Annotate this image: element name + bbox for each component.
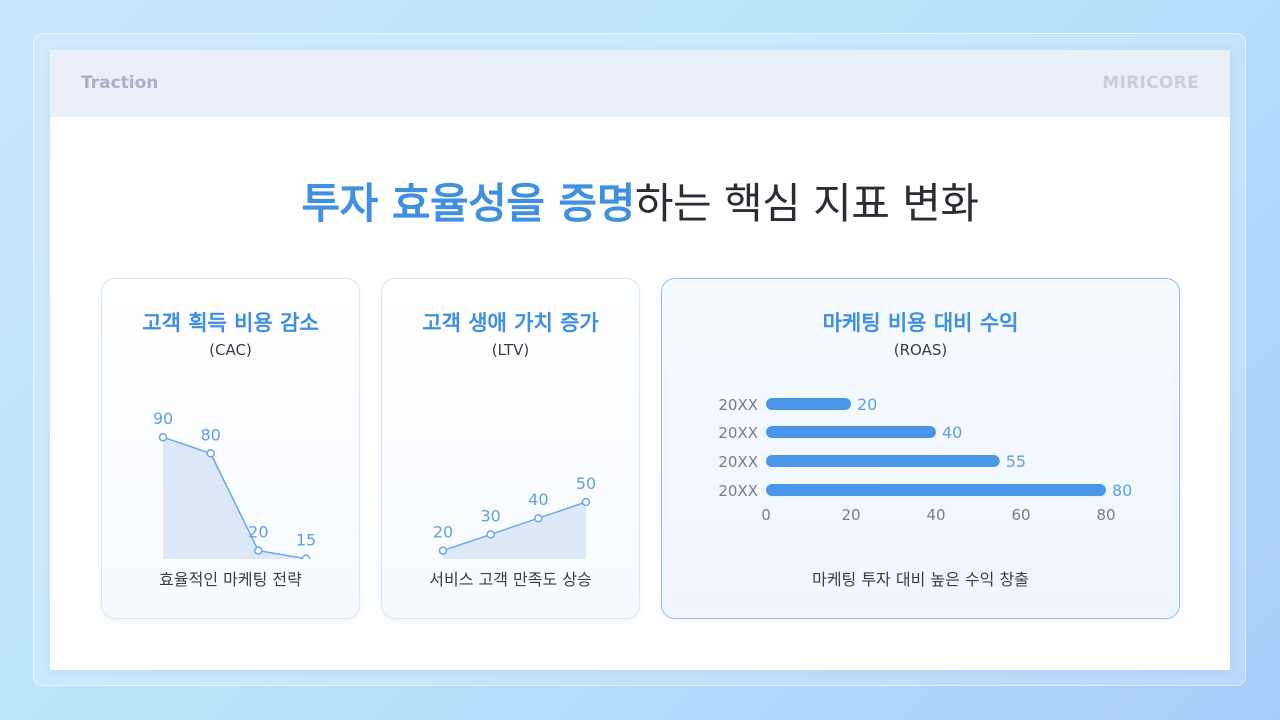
data-point (534, 513, 543, 523)
data-point (486, 530, 495, 539)
data-point (158, 432, 168, 442)
card-subtitle: (LTV) (491, 341, 530, 359)
ltv-area-chart: 20 30 40 50 (433, 474, 596, 559)
data-point (301, 554, 311, 559)
title-accent: 투자 효율성을 증명 (301, 179, 635, 228)
ltv-card: 고객 생애 가치 증가 (LTV) 20 30 40 50 서비스 고객 만족도 상승 (381, 278, 640, 619)
section-label: Traction (81, 73, 159, 93)
data-label: 40 (528, 490, 548, 509)
card-footer: 효율적인 마케팅 전략 (159, 570, 302, 589)
cac-area-chart: 90 80 20 15 (153, 409, 316, 559)
data-label: 80 (200, 425, 220, 444)
x-tick-label: 60 (1011, 506, 1030, 524)
data-point (254, 546, 263, 555)
card-title: 고객 획득 비용 감소 (142, 311, 319, 335)
x-tick-label: 20 (841, 506, 860, 524)
x-tick-label: 80 (1096, 506, 1115, 524)
x-tick-label: 0 (761, 506, 771, 524)
slide-header: Traction MIRICORE (50, 50, 1230, 117)
x-tick-label: 40 (926, 506, 945, 524)
area-fill (443, 502, 586, 559)
bar (766, 426, 936, 438)
card-footer: 마케팅 투자 대비 높은 수익 창출 (812, 570, 1029, 589)
series-line (442, 501, 587, 552)
data-label: 90 (153, 409, 173, 428)
card-footer: 서비스 고객 만족도 상승 (429, 570, 592, 589)
title-rest: 하는 핵심 지표 변화 (634, 179, 979, 228)
card-title: 고객 생애 가치 증가 (422, 311, 599, 335)
category-label: 20XX (718, 482, 758, 500)
card-subtitle: (CAC) (209, 341, 252, 359)
card-title: 마케팅 비용 대비 수익 (822, 311, 1019, 335)
data-point (438, 546, 448, 555)
data-label: 15 (296, 531, 316, 550)
area-fill (163, 437, 306, 559)
roas-card: 마케팅 비용 대비 수익 (ROAS) 20XX 20 20XX 40 20XX 55 20… (661, 278, 1180, 619)
slide-title: 투자 효율성을 증명하는 핵심 지표 변화 (50, 170, 1230, 231)
data-label: 40 (942, 423, 962, 442)
cac-card: 고객 획득 비용 감소 (CAC) 90 80 20 15 효율적인 마케팅 전략 (101, 278, 360, 619)
data-label: 50 (576, 474, 596, 493)
bar (766, 455, 1000, 467)
data-label: 80 (1112, 481, 1132, 500)
brand-logo-text: MIRICORE (1102, 73, 1199, 93)
data-label: 20 (248, 523, 268, 542)
data-label: 30 (480, 506, 500, 525)
data-label: 20 (433, 523, 453, 542)
data-point (581, 497, 591, 507)
series-line (162, 436, 307, 559)
card-subtitle: (ROAS) (893, 341, 948, 359)
slide: Traction MIRICORE 투자 효율성을 증명하는 핵심 지표 변화 … (50, 50, 1230, 670)
data-point (206, 449, 215, 458)
data-label: 55 (1006, 452, 1026, 471)
bar (766, 398, 851, 410)
category-label: 20XX (718, 453, 758, 471)
category-label: 20XX (718, 424, 758, 442)
roas-bar-chart: 20XX 20 20XX 40 20XX 55 20XX 80 0 20 40 60 80 (718, 395, 1132, 524)
bar (766, 484, 1106, 496)
data-label: 20 (857, 395, 877, 414)
category-label: 20XX (718, 396, 758, 414)
